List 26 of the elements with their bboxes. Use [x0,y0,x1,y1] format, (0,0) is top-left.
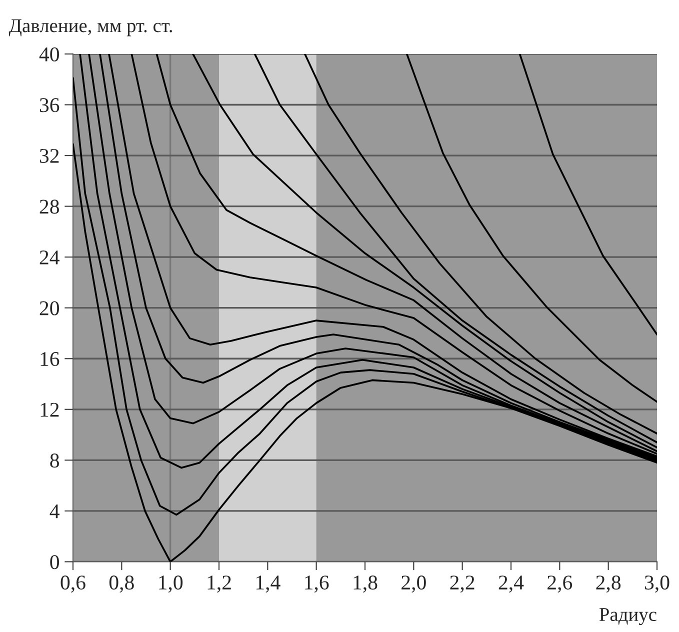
x-tick-label: 0,6 [60,576,86,593]
y-tick-label: 4 [50,504,60,518]
x-tick-label: 2,6 [548,576,572,593]
x-tick-label: 1,4 [256,576,280,593]
y-tick-label: 24 [40,250,60,264]
x-tick-label: 2,4 [498,576,524,593]
y-tick-label: 32 [40,148,59,163]
x-tick-label: 1,0 [159,576,183,593]
y-tick-label: 8 [50,454,60,468]
y-tick-label: 0 [50,555,60,570]
x-tick-label: 0,8 [109,576,134,593]
x-tick-label: 1,8 [354,576,378,593]
y-tick-label: 20 [40,301,60,316]
y-tick-label: 12 [40,402,59,417]
y-tick-label: 28 [40,200,60,214]
y-tick-label: 36 [40,98,60,112]
x-axis-title: Радиус [599,608,656,626]
x-tick-label: 1,6 [305,576,329,593]
x-tick-label: 1,2 [208,576,231,593]
y-tick-label: 16 [40,352,60,366]
x-tick-label: 3,0 [644,576,670,593]
x-tick-label: 2,2 [450,576,474,593]
y-axis-title: Давление, мм рт. ст. [8,19,172,36]
x-tick-label: 2,8 [596,576,621,593]
y-tick-label: 40 [39,47,60,62]
x-tick-label: 2,0 [402,576,426,593]
